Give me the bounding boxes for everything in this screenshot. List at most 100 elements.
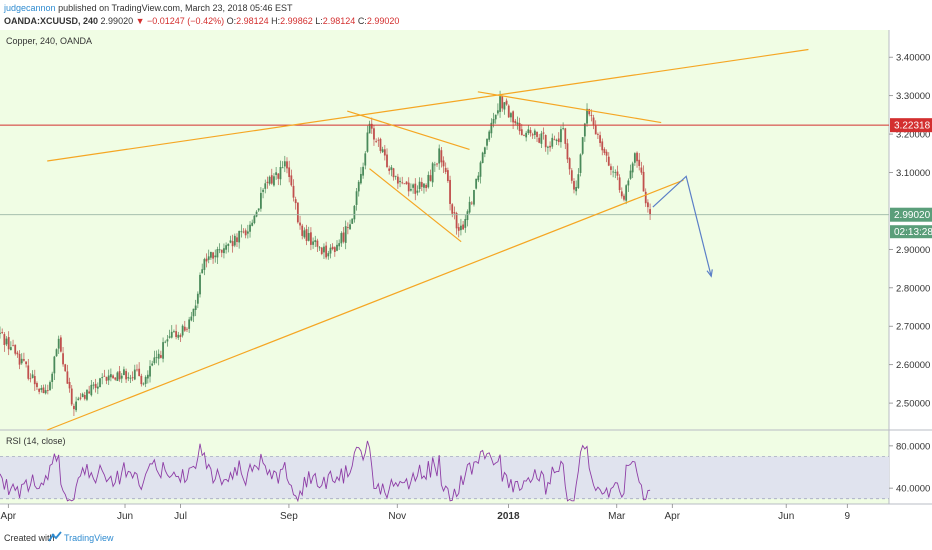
- price-pane[interactable]: [0, 30, 889, 430]
- candle-body: [349, 224, 351, 230]
- candle-body: [618, 177, 621, 191]
- candle-body: [42, 387, 45, 394]
- symbol-info: OANDA:XCUUSD, 240 2.99020 ▼ −0.01247 (−0…: [4, 16, 399, 26]
- price-tick-label: 3.10000: [896, 168, 930, 179]
- candle-body: [55, 349, 58, 357]
- candle-body: [594, 125, 597, 135]
- candle-body: [529, 130, 532, 134]
- trendline[interactable]: [347, 110, 470, 151]
- candle-body: [83, 395, 86, 399]
- candle-body: [647, 202, 649, 208]
- candle-body: [194, 305, 197, 310]
- candle-body: [64, 364, 67, 372]
- candle-body: [373, 128, 375, 140]
- candle-body: [555, 139, 558, 142]
- candle-body: [244, 230, 247, 236]
- candle-body: [123, 369, 125, 376]
- candle-body: [131, 377, 134, 379]
- candle-body: [23, 359, 25, 361]
- candle-body: [162, 342, 164, 359]
- candle-body: [292, 185, 295, 198]
- candle-body: [625, 185, 628, 201]
- close-value: 2.99020: [366, 16, 400, 26]
- candle-body: [266, 181, 269, 183]
- candle-body: [520, 129, 523, 136]
- candle-body: [29, 378, 32, 380]
- chart-canvas[interactable]: 3.40000 3.30000 3.20000 3.10000 2.90000 2.800…: [0, 30, 932, 527]
- candle-body: [105, 376, 108, 381]
- candle-body: [233, 235, 236, 246]
- candle-body: [164, 341, 167, 343]
- candle-body: [264, 183, 267, 189]
- candle-body: [420, 182, 423, 187]
- candle-body: [86, 389, 88, 400]
- price-tick-label: 2.90000: [896, 245, 930, 256]
- candle-body: [255, 211, 258, 217]
- candle-body: [16, 352, 19, 355]
- projection-path[interactable]: [652, 175, 712, 277]
- tradingview-link[interactable]: TradingView: [64, 533, 114, 543]
- candle-body: [412, 184, 414, 188]
- candle-body: [544, 134, 547, 148]
- candle-body: [236, 237, 238, 243]
- candle-body: [405, 181, 408, 185]
- candle-body: [166, 339, 169, 342]
- candle-body: [153, 357, 156, 364]
- candle-body: [253, 215, 256, 223]
- candle-body: [427, 174, 430, 188]
- candle-body: [149, 366, 151, 377]
- candle-body: [246, 231, 249, 234]
- trendline[interactable]: [47, 179, 684, 431]
- candle-body: [607, 156, 610, 166]
- tradingview-logo-icon[interactable]: [48, 531, 62, 543]
- candle-body: [275, 172, 278, 175]
- trendline[interactable]: [477, 91, 662, 124]
- candle-body: [579, 154, 582, 173]
- candle-body: [631, 163, 634, 173]
- chart-header: judgecannon published on TradingView.com…: [0, 0, 932, 30]
- candle-body: [483, 147, 486, 154]
- candle-body: [479, 162, 482, 177]
- candle-body: [396, 176, 399, 184]
- candle-body: [199, 274, 201, 295]
- candle-body: [488, 131, 491, 140]
- candle-body: [538, 137, 541, 143]
- trendline[interactable]: [47, 48, 809, 162]
- candle-body: [212, 252, 214, 259]
- author-link[interactable]: judgecannon: [4, 3, 56, 13]
- candle-body: [357, 181, 360, 192]
- candle-body: [318, 247, 321, 249]
- candle-body: [94, 383, 97, 388]
- candle-body: [181, 325, 184, 336]
- candle-body: [560, 129, 562, 143]
- candle-body: [3, 334, 6, 345]
- candle-body: [316, 240, 319, 247]
- candle-body: [196, 293, 199, 304]
- candle-body: [112, 375, 114, 379]
- candle-body: [496, 110, 499, 114]
- candle-body: [346, 227, 349, 228]
- candle-body: [340, 233, 343, 244]
- low-value: 2.98124: [322, 16, 356, 26]
- candle-body: [468, 201, 471, 213]
- candle-body: [299, 222, 301, 226]
- candle-body: [433, 164, 436, 166]
- candle-body: [96, 386, 99, 389]
- candle-body: [401, 182, 404, 184]
- candle-body: [312, 241, 314, 245]
- candle-body: [364, 153, 367, 166]
- candle-body: [344, 226, 347, 243]
- candle-body: [155, 356, 158, 358]
- candle-body: [418, 181, 421, 189]
- candle-body: [394, 175, 397, 177]
- candle-body: [49, 382, 51, 391]
- trendline[interactable]: [369, 168, 462, 243]
- time-tick-label: 2018: [497, 511, 520, 522]
- candle-body: [551, 137, 554, 147]
- footer: Created with TradingView: [0, 527, 932, 550]
- open-label: O:: [226, 16, 237, 26]
- candle-body: [325, 245, 328, 258]
- candle-body: [107, 375, 110, 381]
- candle-body: [1, 332, 4, 334]
- candle-body: [14, 344, 17, 354]
